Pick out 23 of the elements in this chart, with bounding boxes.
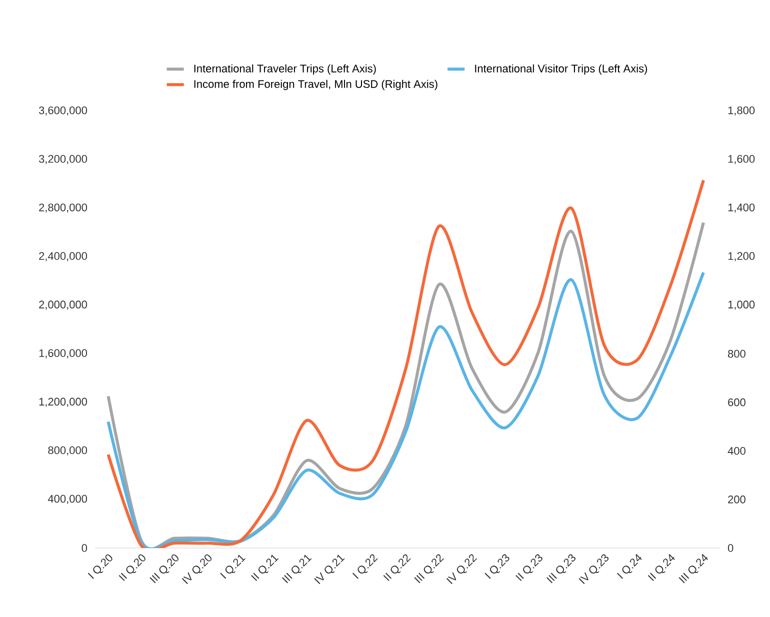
- y2-tick-label: 1,200: [728, 252, 755, 262]
- y2-tick-label: 1,000: [728, 300, 755, 310]
- y-tick-label: 0: [82, 544, 88, 552]
- legend-label: Income from Foreign Travel, Mln USD (Right Axis): [194, 80, 438, 90]
- y-tick-label: 1,200,000: [39, 398, 88, 407]
- y2-tick-label: 1,400: [728, 204, 755, 213]
- y-tick-label: 2,000,000: [39, 300, 88, 310]
- y-tick-label: 1,600,000: [39, 349, 88, 358]
- y2-tick-label: 600: [728, 398, 746, 406]
- y2-tick-label: 200: [728, 496, 746, 504]
- y-tick-label: 2,400,000: [39, 252, 88, 262]
- y2-tick-label: 400: [728, 446, 746, 455]
- y-tick-label: 800,000: [48, 446, 88, 456]
- y-tick-label: 3,600,000: [38, 106, 88, 116]
- y2-tick-label: 800: [728, 350, 746, 358]
- y-tick-label: 2,800,000: [39, 204, 88, 213]
- legend-label: International Visitor Trips (Left Axis): [475, 64, 648, 75]
- y2-tick-label: 0: [728, 544, 734, 552]
- y-tick-label: 3,200,000: [38, 155, 88, 164]
- y2-tick-label: 1,600: [728, 155, 755, 164]
- y-tick-label: 400,000: [48, 494, 88, 504]
- y2-tick-label: 1,800: [728, 106, 755, 116]
- legend-label: International Traveler Trips (Left Axis): [194, 64, 376, 75]
